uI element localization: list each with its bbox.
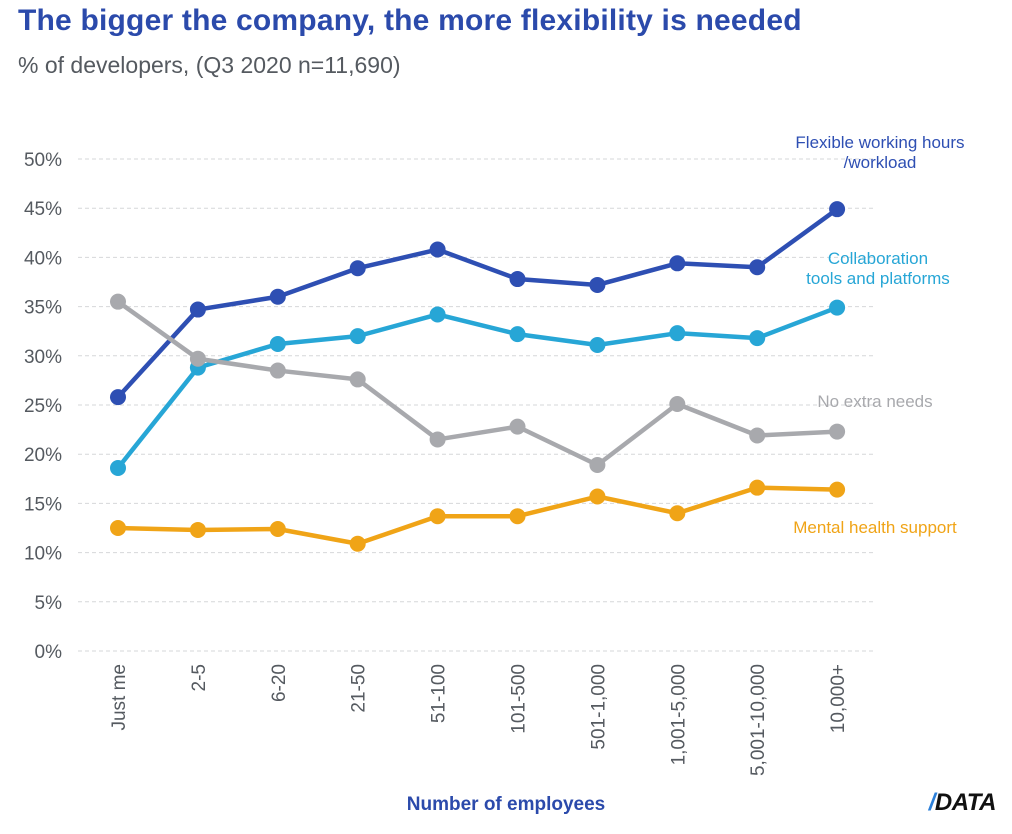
x-axis-ticks: Just me 2-5 6-20 21-50 51-100 101-500 501-1,00… bbox=[109, 664, 849, 776]
series-label: No extra needs bbox=[817, 392, 932, 411]
y-tick-label: 20% bbox=[24, 445, 62, 466]
data-point bbox=[589, 457, 606, 474]
data-point bbox=[349, 328, 366, 345]
x-tick-label: Just me bbox=[109, 664, 130, 731]
x-tick-label: 10,000+ bbox=[828, 664, 849, 733]
y-tick-label: 45% bbox=[24, 199, 62, 220]
x-tick-label: 2-5 bbox=[189, 664, 210, 691]
data-point bbox=[589, 488, 606, 505]
x-tick-label: 5,001-10,000 bbox=[748, 664, 769, 776]
data-point bbox=[669, 396, 686, 413]
data-point bbox=[749, 330, 766, 347]
series-label: Collaboration bbox=[828, 249, 928, 268]
series-line bbox=[115, 299, 840, 468]
series-label: tools and platforms bbox=[806, 269, 950, 288]
x-tick-label: 101-500 bbox=[509, 664, 530, 734]
y-tick-label: 15% bbox=[24, 494, 62, 515]
x-axis-label: Number of employees bbox=[406, 794, 606, 815]
series-label: /workload bbox=[844, 153, 917, 172]
data-point bbox=[429, 306, 446, 323]
data-point bbox=[749, 259, 766, 276]
y-tick-label: 5% bbox=[35, 593, 63, 614]
data-point bbox=[189, 521, 206, 538]
data-point bbox=[829, 299, 846, 316]
data-point bbox=[509, 326, 526, 343]
data-point bbox=[589, 336, 606, 353]
data-point bbox=[269, 362, 286, 379]
data-point bbox=[669, 255, 686, 272]
series-points bbox=[110, 201, 846, 552]
chart-subtitle: % of developers, (Q3 2020 n=11,690) bbox=[18, 52, 401, 78]
data-point bbox=[509, 508, 526, 525]
y-tick-label: 40% bbox=[24, 248, 62, 269]
y-axis-ticks: 0% 5% 10% 15% 20% 25% 30% 35% 40% 45% 50% bbox=[24, 150, 62, 663]
series-lines bbox=[115, 206, 840, 546]
y-tick-label: 50% bbox=[24, 150, 62, 171]
data-point bbox=[749, 427, 766, 444]
y-tick-label: 35% bbox=[24, 298, 62, 319]
series-label: Mental health support bbox=[793, 518, 957, 537]
data-point bbox=[829, 423, 846, 440]
x-tick-label: 501-1,000 bbox=[588, 664, 609, 750]
brand-logo: /DATA bbox=[928, 789, 997, 816]
data-point bbox=[269, 520, 286, 537]
series-line bbox=[115, 305, 840, 471]
grid-lines bbox=[78, 158, 876, 652]
data-point bbox=[110, 520, 126, 536]
y-tick-label: 0% bbox=[35, 642, 63, 663]
data-point bbox=[669, 325, 686, 342]
data-point bbox=[110, 459, 126, 476]
data-point bbox=[429, 431, 446, 448]
data-point bbox=[269, 335, 286, 352]
series-line bbox=[115, 485, 840, 546]
y-tick-label: 25% bbox=[24, 396, 62, 417]
data-point bbox=[189, 301, 206, 318]
x-tick-label: 6-20 bbox=[269, 664, 290, 702]
data-point bbox=[749, 479, 766, 496]
x-tick-label: 21-50 bbox=[349, 664, 370, 713]
data-point bbox=[429, 508, 446, 525]
data-point bbox=[349, 260, 366, 277]
data-point bbox=[829, 201, 846, 218]
data-point bbox=[829, 481, 846, 498]
y-tick-label: 30% bbox=[24, 347, 62, 368]
data-point bbox=[509, 271, 526, 288]
series-label: Flexible working hours bbox=[795, 133, 964, 152]
data-point bbox=[349, 371, 366, 388]
x-tick-label: 51-100 bbox=[429, 664, 450, 723]
y-tick-label: 10% bbox=[24, 544, 62, 565]
data-point bbox=[110, 293, 126, 310]
series-labels: Flexible working hours/workload Collabora… bbox=[793, 133, 964, 537]
data-point bbox=[110, 389, 126, 406]
data-point bbox=[669, 505, 686, 522]
data-point bbox=[269, 288, 286, 305]
x-tick-label: 1,001-5,000 bbox=[668, 664, 689, 765]
data-point bbox=[589, 276, 606, 293]
data-point bbox=[189, 350, 206, 367]
data-point bbox=[349, 535, 366, 552]
data-point bbox=[429, 241, 446, 258]
chart-title: The bigger the company, the more flexibi… bbox=[18, 4, 802, 37]
data-point bbox=[509, 418, 526, 435]
series-line bbox=[115, 206, 840, 400]
